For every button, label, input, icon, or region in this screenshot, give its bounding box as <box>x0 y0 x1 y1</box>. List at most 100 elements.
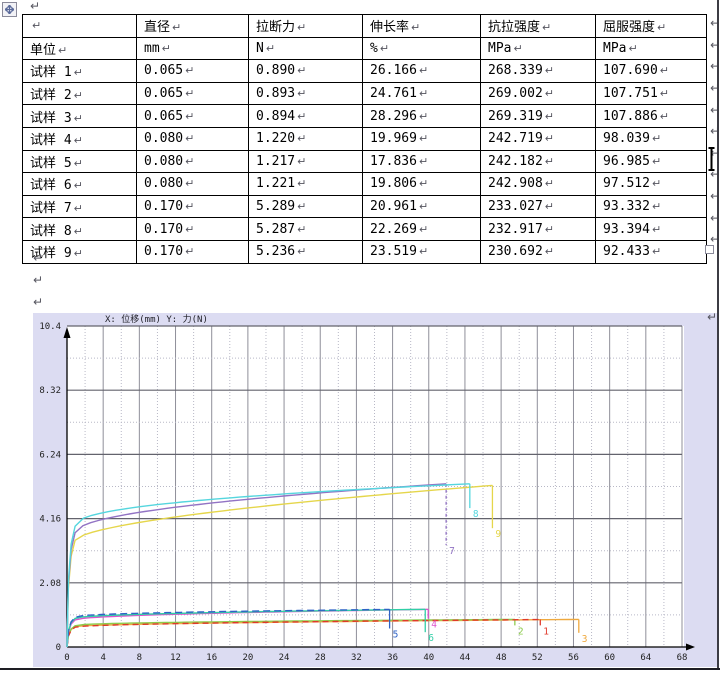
table-cell[interactable]: 19.969 ↵ <box>362 126 481 151</box>
table-cell[interactable]: 93.332 ↵ <box>595 194 707 219</box>
table-cell[interactable]: 0.065 ↵ <box>136 81 249 106</box>
cell-text: 0.065 <box>144 63 184 79</box>
table-cell[interactable]: 抗拉强度 ↵ <box>480 14 596 38</box>
table-cell[interactable]: 试样 6 ↵ <box>22 172 137 196</box>
cell-text: 232.917 <box>488 221 543 237</box>
cell-text: 96.985 <box>603 153 650 169</box>
cell-text: 试样 2 <box>30 88 72 104</box>
table-cell[interactable]: 试样 2 ↵ <box>22 81 137 106</box>
table-cell[interactable]: 269.002 ↵ <box>480 81 596 106</box>
cell-end-mark: ↵ <box>297 222 307 236</box>
cell-text: 拉断力 <box>256 20 296 36</box>
table-cell[interactable]: 20.961 ↵ <box>362 194 481 219</box>
cell-text: 242.182 <box>488 153 543 169</box>
table-cell[interactable]: 0.170 ↵ <box>136 239 249 264</box>
table-cell[interactable]: 5.236 ↵ <box>248 239 363 264</box>
table-cell[interactable]: 93.394 ↵ <box>595 217 707 241</box>
cell-end-mark: ↵ <box>297 21 307 35</box>
table-cell[interactable]: 23.519 ↵ <box>362 239 481 264</box>
specimen-results-table[interactable]: ↵ 直径 ↵ 拉断力 ↵ 伸长率 ↵ 抗拉强度 ↵ 屈服强度 ↵ 单位 ↵ mm ↵ N ↵% ↵ MPa ↵ MPa ↵… <box>22 14 707 264</box>
cell-end-mark: ↵ <box>659 109 670 123</box>
table-cell[interactable]: 233.027 ↵ <box>480 194 596 219</box>
table-cell[interactable]: 269.319 ↵ <box>480 104 596 128</box>
table-cell[interactable]: 试样 8 ↵ <box>22 217 137 241</box>
cell-text: 单位 <box>30 42 57 58</box>
table-cell[interactable]: 5.289 ↵ <box>248 194 363 219</box>
table-cell[interactable]: 试样 4 ↵ <box>22 126 137 151</box>
force-displacement-chart[interactable]: X: 位移(mm) Y: 力(N) 0 2.08 4.16 6.24 8.32 10.4 0 4… <box>33 313 717 667</box>
table-cell[interactable]: 0.170 ↵ <box>136 194 249 219</box>
table-resize-handle[interactable] <box>705 245 714 254</box>
table-cell[interactable]: 1.217 ↵ <box>248 149 363 174</box>
table-cell[interactable]: 92.433 ↵ <box>595 239 707 264</box>
table-cell[interactable]: 0.080 ↵ <box>136 126 249 151</box>
table-cell[interactable]: 0.894 ↵ <box>248 104 363 128</box>
cell-text: 19.969 <box>370 131 417 147</box>
table-cell[interactable]: 232.917 ↵ <box>480 217 596 241</box>
table-cell[interactable]: 试样 3 ↵ <box>22 104 137 128</box>
curve-label-6: 6 <box>428 633 434 644</box>
table-cell[interactable]: 0.890 ↵ <box>248 59 363 83</box>
table-cell[interactable]: 试样 1 ↵ <box>22 59 137 83</box>
curve-specimen-5 <box>66 608 390 648</box>
table-cell[interactable]: 1.221 ↵ <box>248 172 363 196</box>
table-cell[interactable]: 97.512 ↵ <box>595 172 707 196</box>
table-cell[interactable]: 22.269 ↵ <box>362 217 481 241</box>
table-cell[interactable]: 26.166 ↵ <box>362 59 481 83</box>
table-cell[interactable]: mm ↵ <box>136 36 249 61</box>
table-cell[interactable]: 0.893 ↵ <box>248 81 363 106</box>
table-cell[interactable]: 19.806 ↵ <box>362 172 481 196</box>
curve-label-9: 9 <box>495 529 501 540</box>
table-cell[interactable]: 5.287 ↵ <box>248 217 363 241</box>
table-cell[interactable]: 242.719 ↵ <box>480 126 596 151</box>
table-cell[interactable]: 107.690 ↵ <box>595 59 707 83</box>
table-cell[interactable]: 0.080 ↵ <box>136 149 249 174</box>
table-cell[interactable]: 0.065 ↵ <box>136 104 249 128</box>
table-cell[interactable]: 1.220 ↵ <box>248 126 363 151</box>
cell-end-mark: ↵ <box>544 222 555 236</box>
cell-end-mark: ↵ <box>73 224 83 238</box>
table-cell[interactable]: 试样 5 ↵ <box>22 149 137 174</box>
table-cell[interactable]: 单位 ↵ <box>22 36 137 61</box>
table-cell[interactable]: MPa ↵ <box>595 36 707 61</box>
table-cell[interactable]: 96.985 ↵ <box>595 149 707 174</box>
table-cell[interactable]: 230.692 ↵ <box>480 239 596 264</box>
table-cell[interactable]: 试样 7 ↵ <box>22 194 137 219</box>
table-cell[interactable]: 242.908 ↵ <box>480 172 596 196</box>
row-end-mark: ↵ <box>710 80 720 95</box>
cell-text: 107.886 <box>603 108 658 124</box>
cell-end-mark: ↵ <box>297 200 307 214</box>
y-tick-label: 6.24 <box>39 450 61 460</box>
table-cell[interactable]: N ↵ <box>248 36 363 61</box>
row-end-mark: ↵ <box>710 189 720 204</box>
table-cell[interactable]: 伸长率 ↵ <box>362 14 481 38</box>
cell-end-mark: ↵ <box>544 200 555 214</box>
cell-text: 0.065 <box>144 86 184 102</box>
cell-end-mark: ↵ <box>185 154 195 168</box>
table-cell[interactable]: 0.080 ↵ <box>136 172 249 196</box>
table-cell[interactable]: 拉断力 ↵ <box>248 14 363 38</box>
table-cell[interactable]: ↵ <box>22 14 137 38</box>
table-cell[interactable]: MPa ↵ <box>480 36 596 61</box>
cell-end-mark: ↵ <box>73 66 83 80</box>
table-cell[interactable]: 直径 ↵ <box>136 14 249 38</box>
row-end-mark: ↵ <box>710 232 720 247</box>
cell-end-mark: ↵ <box>418 177 429 191</box>
table-cell[interactable]: 试样 9 ↵ <box>22 239 137 264</box>
table-cell[interactable]: 屈服强度 ↵ <box>595 14 707 38</box>
table-cell[interactable]: 0.065 ↵ <box>136 59 249 83</box>
table-cell[interactable]: 0.170 ↵ <box>136 217 249 241</box>
table-cell[interactable]: 17.836 ↵ <box>362 149 481 174</box>
table-cell[interactable]: 24.761 ↵ <box>362 81 481 106</box>
table-cell[interactable]: 98.039 ↵ <box>595 126 707 151</box>
table-move-handle-icon[interactable] <box>2 2 17 17</box>
curve-label-7: 7 <box>449 546 455 557</box>
table-cell[interactable]: 28.296 ↵ <box>362 104 481 128</box>
table-cell[interactable]: 107.751 ↵ <box>595 81 707 106</box>
table-cell[interactable]: 242.182 ↵ <box>480 149 596 174</box>
table-cell[interactable]: 107.886 ↵ <box>595 104 707 128</box>
cell-text: 试样 1 <box>30 65 72 81</box>
table-cell[interactable]: 268.339 ↵ <box>480 59 596 83</box>
table-cell[interactable]: % ↵ <box>362 36 481 61</box>
